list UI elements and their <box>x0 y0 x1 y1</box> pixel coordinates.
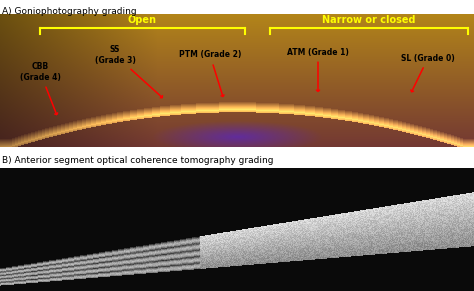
Text: Open: Open <box>128 15 157 25</box>
Text: CBB
(Grade 4): CBB (Grade 4) <box>19 62 61 115</box>
Text: A) Goniophotography grading: A) Goniophotography grading <box>2 7 137 16</box>
Text: B) Anterior segment optical coherence tomography grading: B) Anterior segment optical coherence to… <box>2 156 273 165</box>
Text: CBB (Grade 4): CBB (Grade 4) <box>28 264 126 276</box>
Text: PTM (Grade 2): PTM (Grade 2) <box>179 51 241 96</box>
Text: ATM (Grade 1): ATM (Grade 1) <box>287 47 349 91</box>
Text: SS
(Grade 3): SS (Grade 3) <box>94 45 163 98</box>
Text: SL (Grade 0): SL (Grade 0) <box>401 54 455 92</box>
Text: SL (Grade 0): SL (Grade 0) <box>211 173 265 191</box>
Text: Narrow or closed: Narrow or closed <box>322 15 416 25</box>
Text: SS (Grade 3): SS (Grade 3) <box>68 248 151 256</box>
Text: ATM (Grade 1): ATM (Grade 1) <box>84 191 166 215</box>
Text: SC (near PTM,
grade 2): SC (near PTM, grade 2) <box>41 212 155 233</box>
